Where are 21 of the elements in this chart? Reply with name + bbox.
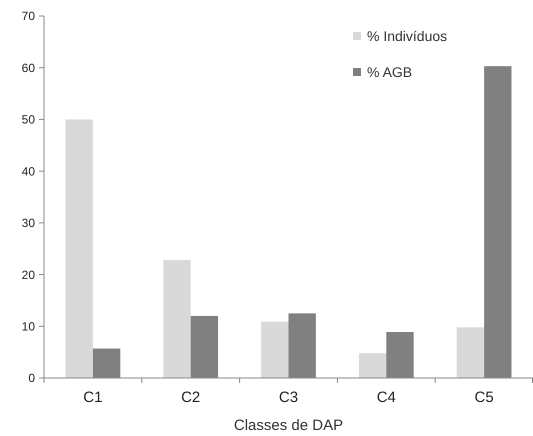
y-tick-label: 20 xyxy=(22,268,36,282)
x-tick-label: C1 xyxy=(83,389,102,406)
y-tick-label: 0 xyxy=(28,371,36,386)
bar xyxy=(456,327,484,378)
bar xyxy=(66,119,93,378)
legend-label: % Indivíduos xyxy=(367,28,448,44)
x-axis-title: Classes de DAP xyxy=(234,417,344,434)
y-tick-label: 50 xyxy=(22,112,36,127)
x-tick-label: C3 xyxy=(278,389,298,406)
y-tick-label: 60 xyxy=(22,60,36,75)
legend-label: % AGB xyxy=(367,64,412,80)
y-tick-label: 30 xyxy=(22,216,36,230)
x-tick-label: C5 xyxy=(474,389,494,406)
y-tick-label: 70 xyxy=(22,9,36,24)
y-tick-label: 40 xyxy=(22,164,36,178)
bar xyxy=(163,260,191,378)
x-tick-label: C2 xyxy=(181,389,200,406)
bar xyxy=(358,353,386,378)
bar xyxy=(261,322,288,378)
x-tick-label: C4 xyxy=(376,389,396,406)
y-tick-label: 10 xyxy=(22,319,36,334)
